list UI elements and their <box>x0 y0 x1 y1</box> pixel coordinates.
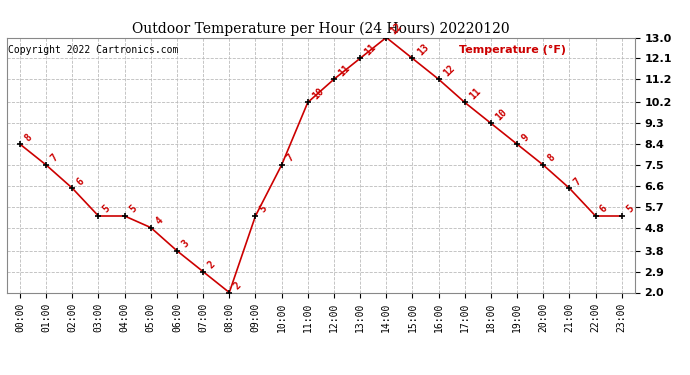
Text: 11: 11 <box>467 86 483 101</box>
Text: 13: 13 <box>415 42 431 57</box>
Text: 8: 8 <box>546 153 557 164</box>
Text: 12: 12 <box>389 21 404 36</box>
Text: 5: 5 <box>624 204 635 215</box>
Text: 10: 10 <box>310 86 326 101</box>
Text: Copyright 2022 Cartronics.com: Copyright 2022 Cartronics.com <box>8 45 179 55</box>
Text: 8: 8 <box>23 132 34 143</box>
Title: Outdoor Temperature per Hour (24 Hours) 20220120: Outdoor Temperature per Hour (24 Hours) … <box>132 22 510 36</box>
Text: 7: 7 <box>49 153 60 164</box>
Text: 5: 5 <box>258 204 269 215</box>
Text: 11: 11 <box>337 63 352 78</box>
Text: 2: 2 <box>232 280 243 291</box>
Text: 10: 10 <box>493 107 509 122</box>
Text: 3: 3 <box>179 238 191 250</box>
Text: 5: 5 <box>101 204 112 215</box>
Text: 6: 6 <box>75 176 86 187</box>
Text: 4: 4 <box>153 215 165 226</box>
Text: 11: 11 <box>363 42 378 57</box>
Text: 7: 7 <box>572 176 583 187</box>
Text: 6: 6 <box>598 204 609 215</box>
Text: 9: 9 <box>520 132 531 143</box>
Text: 2: 2 <box>206 259 217 270</box>
Text: 12: 12 <box>441 63 457 78</box>
Text: 7: 7 <box>284 153 295 164</box>
Text: Temperature (°F): Temperature (°F) <box>459 45 566 55</box>
Text: 5: 5 <box>127 204 139 215</box>
